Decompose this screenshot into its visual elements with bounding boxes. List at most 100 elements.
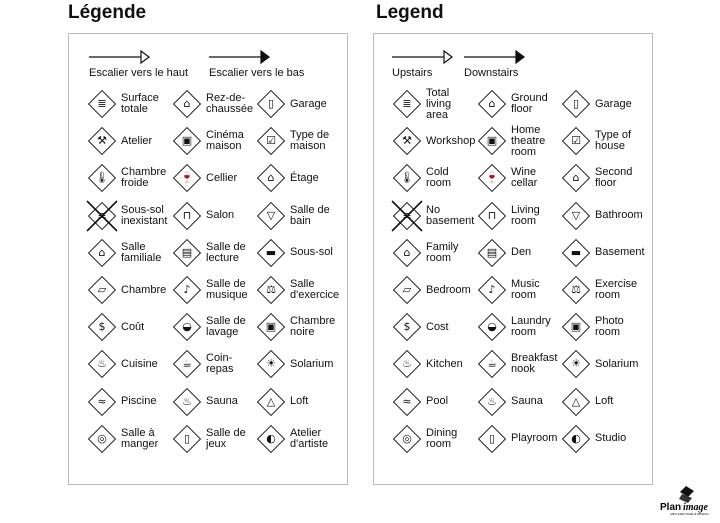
- legend-item-label: Piscine: [121, 395, 157, 408]
- garage-icon: ▯: [561, 89, 591, 119]
- legend-panel-french: Escalier vers le haut Escalier vers le ba…: [68, 33, 348, 485]
- downstairs-label: Escalier vers le bas: [209, 67, 305, 79]
- legend-item-label: Surface totale: [121, 92, 159, 115]
- legend-item-label: Garage: [290, 97, 327, 110]
- legend-item-label: Garage: [595, 97, 632, 110]
- legend-item-label: Cellier: [206, 171, 238, 184]
- downstairs-arrow-icon: [209, 50, 270, 64]
- legend-item-label: Bathroom: [595, 209, 643, 222]
- legend-item-label: Loft: [290, 395, 309, 408]
- thermometer-icon: 🌡: [392, 163, 422, 193]
- planimage-logo: Plan image ARCHITECTURE & DESIGN: [660, 486, 709, 516]
- legend-item-label: Sous-sol inexistant: [121, 203, 168, 227]
- legend-item-label: Cost: [426, 320, 449, 333]
- legend-item-label: Atelier d'artiste: [290, 426, 329, 450]
- legend-item-label: Laundry room: [511, 315, 551, 339]
- sauna-icon: ♨: [477, 387, 507, 417]
- legend-item-label: Coût: [121, 320, 145, 333]
- legend-item-label: Breakfast nook: [511, 352, 558, 376]
- legend-item-label: Cinéma maison: [206, 129, 244, 153]
- legend-item-label: Living room: [511, 203, 540, 227]
- legend-item-label: Exercise room: [595, 278, 638, 301]
- upstairs-label: Escalier vers le haut: [89, 67, 189, 79]
- house-type-checkbox-icon: ☑: [256, 126, 286, 156]
- basement-icon: ▬: [561, 238, 591, 268]
- sun-icon: ☀: [256, 349, 286, 379]
- total-area-icon: ≣: [87, 89, 117, 119]
- legend-item-label: Salle de jeux: [206, 426, 246, 450]
- legend-item-label: Atelier: [121, 134, 153, 147]
- second-floor-icon: ⌂: [561, 163, 591, 193]
- legend-item-label: Cold room: [426, 166, 452, 190]
- loft-icon: △: [256, 387, 286, 417]
- legend-item-label: Wine cellar: [511, 166, 538, 190]
- legend-item-label: No basement: [426, 203, 475, 227]
- pool-icon: ≈: [392, 387, 422, 417]
- cooking-pot-icon: ♨: [392, 349, 422, 379]
- breakfast-cup-icon: ☕: [477, 349, 507, 379]
- garage-icon: ▯: [256, 89, 286, 119]
- legend-item-label: Total living area: [426, 86, 452, 121]
- legend-item-label: Studio: [595, 432, 627, 445]
- no-basement-icon: ≡: [391, 200, 423, 232]
- legend-item-label: Second floor: [595, 166, 633, 190]
- wine-bottle-icon: 🍷: [477, 163, 507, 193]
- legend-item-label: Kitchen: [426, 357, 463, 370]
- legend-item-label: Cuisine: [121, 357, 158, 370]
- basement-icon: ▬: [256, 238, 286, 268]
- legend-item-label: Coin- repas: [206, 352, 234, 376]
- sauna-icon: ♨: [172, 387, 202, 417]
- dining-plate-icon: ◎: [392, 424, 422, 454]
- legend-item-label: Photo room: [595, 315, 624, 339]
- dollar-icon: $: [392, 312, 422, 342]
- laundry-icon: ◒: [477, 312, 507, 342]
- workshop-hammer-icon: ⚒: [87, 126, 117, 156]
- pool-icon: ≈: [87, 387, 117, 417]
- total-area-icon: ≣: [392, 89, 422, 119]
- dumbbell-icon: ⚖: [256, 275, 286, 305]
- loft-icon: △: [561, 387, 591, 417]
- book-icon: ▤: [477, 238, 507, 268]
- thermometer-icon: 🌡: [87, 163, 117, 193]
- legend-item-label: Type of house: [595, 129, 632, 153]
- legend-item-label: Chambre noire: [290, 315, 336, 339]
- panel-title: Legend: [376, 2, 444, 23]
- legend-item-label: Rez-de- chaussée: [206, 92, 254, 115]
- legend-item-label: Dining room: [426, 426, 458, 450]
- dollar-icon: $: [87, 312, 117, 342]
- home-theatre-icon: ▣: [477, 126, 507, 156]
- family-room-icon: ⌂: [87, 238, 117, 268]
- downstairs-label: Downstairs: [464, 67, 519, 79]
- legend-item-label: Workshop: [426, 134, 476, 147]
- legend-item-label: Salle de musique: [206, 278, 248, 301]
- upstairs-arrow-icon: [392, 50, 453, 64]
- legend-item-label: Salle familiale: [121, 240, 162, 264]
- dining-plate-icon: ◎: [87, 424, 117, 454]
- bathtub-icon: ▽: [561, 201, 591, 231]
- legend-item-label: Salon: [206, 209, 235, 222]
- legend-item-label: Sous-sol: [290, 246, 333, 259]
- legend-item-label: Pool: [426, 395, 449, 408]
- legend-item-label: Chambre froide: [121, 166, 167, 190]
- legend-item-label: Home theatre room: [511, 123, 546, 158]
- bathtub-icon: ▽: [256, 201, 286, 231]
- svg-text:Plan: Plan: [660, 502, 681, 513]
- legend-item-label: Den: [511, 246, 532, 259]
- palette-icon: ◐: [561, 424, 591, 454]
- upstairs-arrow-icon: [89, 50, 150, 64]
- dumbbell-icon: ⚖: [561, 275, 591, 305]
- upstairs-label: Upstairs: [392, 67, 433, 79]
- camera-icon: ▣: [256, 312, 286, 342]
- legend-item-label: Chambre: [121, 283, 167, 296]
- ground-floor-icon: ⌂: [477, 89, 507, 119]
- laundry-icon: ◒: [172, 312, 202, 342]
- palette-icon: ◐: [256, 424, 286, 454]
- legend-item-label: Ground floor: [511, 92, 548, 115]
- legend-item-label: Solarium: [595, 357, 639, 370]
- legend-item-label: Bedroom: [426, 283, 471, 296]
- legend-item-label: Salle de lecture: [206, 240, 246, 264]
- legend-panel-english: Upstairs Downstairs ≣ Total living area ⌂ Gro…: [373, 33, 653, 485]
- sofa-icon: ⊓: [477, 201, 507, 231]
- legend-item-label: Étage: [290, 171, 319, 184]
- sofa-icon: ⊓: [172, 201, 202, 231]
